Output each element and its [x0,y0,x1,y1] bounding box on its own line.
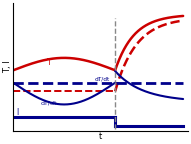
Text: T: T [47,58,52,67]
Y-axis label: T, I: T, I [3,60,12,73]
Text: dT/dt: dT/dt [40,101,57,105]
X-axis label: t: t [99,132,102,141]
Text: I: I [17,108,19,116]
Text: $_{-\rm max}$: $_{-\rm max}$ [114,81,128,87]
Text: dT/dt: dT/dt [95,77,110,82]
